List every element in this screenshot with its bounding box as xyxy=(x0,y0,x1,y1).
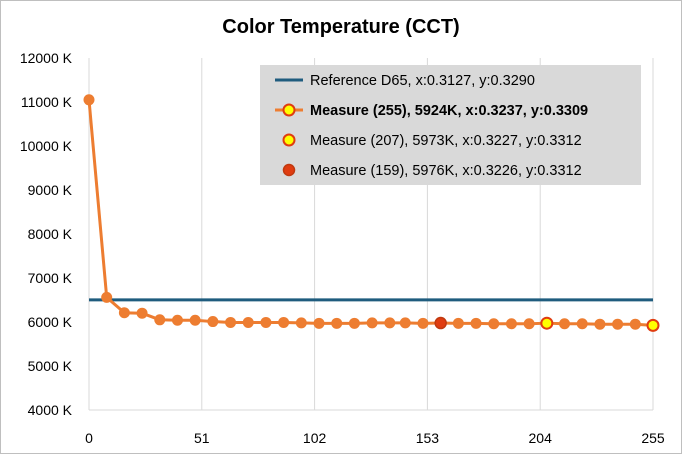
y-tick-label: 10000 K xyxy=(20,138,73,154)
legend-swatch-measure-255-marker xyxy=(282,103,296,117)
axis-labels: 0 51 102 153 204 255 4000 K 5000 K 6000 K 7000 K 8… xyxy=(20,50,665,446)
legend-swatch-measure-159 xyxy=(282,163,296,177)
legend-box xyxy=(260,65,641,185)
chart-title: Color Temperature (CCT) xyxy=(222,16,459,38)
series-layer xyxy=(83,94,660,332)
legend: Reference D65, x:0.3127, y:0.3290 Measure… xyxy=(260,65,641,185)
data-point xyxy=(295,317,307,329)
marker-measure-255 xyxy=(646,318,660,332)
data-point xyxy=(260,316,272,328)
x-tick-label: 0 xyxy=(85,430,93,446)
marker-measure-159 xyxy=(434,316,447,330)
data-point xyxy=(523,318,535,330)
data-point xyxy=(189,314,201,326)
data-point xyxy=(612,318,624,330)
data-point xyxy=(417,317,429,329)
data-point xyxy=(207,316,219,328)
x-tick-label: 255 xyxy=(641,430,665,446)
legend-swatch-measure-207 xyxy=(282,133,296,147)
data-point xyxy=(488,318,500,330)
data-point xyxy=(470,317,482,329)
data-point xyxy=(331,317,343,329)
data-point xyxy=(242,316,254,328)
data-point xyxy=(154,314,166,326)
data-point xyxy=(171,314,183,326)
x-tick-label: 204 xyxy=(529,430,553,446)
legend-label-measure-255: Measure (255), 5924K, x:0.3237, y:0.3309 xyxy=(310,103,588,119)
data-point xyxy=(452,317,464,329)
y-tick-label: 7000 K xyxy=(28,270,73,286)
data-point xyxy=(576,318,588,330)
data-point xyxy=(384,317,396,329)
data-point xyxy=(136,307,148,319)
y-tick-label: 12000 K xyxy=(20,50,73,66)
x-tick-label: 51 xyxy=(194,430,210,446)
x-tick-label: 102 xyxy=(303,430,327,446)
legend-label-reference: Reference D65, x:0.3127, y:0.3290 xyxy=(310,73,535,89)
data-point xyxy=(225,316,237,328)
data-point xyxy=(399,317,411,329)
y-tick-label: 11000 K xyxy=(21,94,73,110)
y-tick-label: 6000 K xyxy=(28,314,73,330)
data-point xyxy=(629,318,641,330)
data-point xyxy=(559,318,571,330)
y-tick-label: 8000 K xyxy=(28,226,73,242)
legend-label-measure-207: Measure (207), 5973K, x:0.3227, y:0.3312 xyxy=(310,133,582,149)
x-tick-label: 153 xyxy=(416,430,440,446)
data-point xyxy=(366,317,378,329)
y-tick-label: 5000 K xyxy=(28,358,73,374)
data-point xyxy=(101,291,113,303)
data-point xyxy=(594,318,606,330)
data-point xyxy=(83,94,95,106)
legend-label-measure-159: Measure (159), 5976K, x:0.3226, y:0.3312 xyxy=(310,163,582,179)
data-point xyxy=(313,317,325,329)
data-point xyxy=(348,317,360,329)
data-point xyxy=(118,307,130,319)
data-point xyxy=(505,318,517,330)
y-tick-label: 4000 K xyxy=(28,402,73,418)
y-tick-label: 9000 K xyxy=(28,182,73,198)
data-point xyxy=(278,316,290,328)
marker-measure-207 xyxy=(540,316,554,330)
